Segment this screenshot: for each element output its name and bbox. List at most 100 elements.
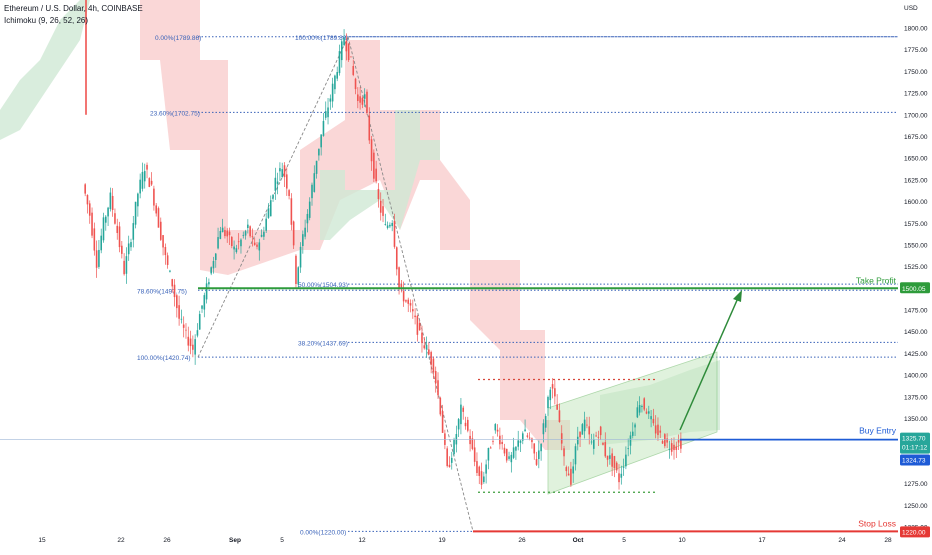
candle-body (464, 422, 467, 427)
candle-body (384, 224, 387, 225)
candle-body (253, 242, 256, 245)
candle-body (593, 439, 595, 449)
candle-body (402, 291, 405, 302)
x-tick-label: 24 (838, 537, 846, 544)
candle-body (549, 389, 552, 401)
candle-body (499, 435, 501, 445)
y-tick-label: 1375.00 (904, 394, 928, 401)
y-tick-label: 1750.00 (904, 69, 928, 76)
candle-body (373, 152, 375, 179)
candle-body (485, 464, 487, 474)
candle-body (469, 435, 471, 445)
candle-body (318, 148, 320, 156)
candle-body (290, 198, 293, 225)
candle-body (260, 234, 263, 237)
candle-body (86, 195, 89, 205)
candle-body (650, 416, 652, 420)
candle-body (581, 424, 584, 435)
x-tick-label: 17 (758, 537, 766, 544)
candle-body (648, 411, 650, 414)
candle-body (565, 467, 568, 472)
fib-level-label: 23.60%(1702.75) (150, 110, 200, 117)
candle-body (205, 283, 208, 300)
candle-body (320, 134, 322, 148)
x-tick-label: 26 (163, 537, 171, 544)
candle-body (423, 345, 426, 349)
buy-entry-label: Buy Entry (859, 426, 897, 436)
candle-body (412, 309, 414, 312)
take-profit-label: Take Profit (856, 275, 897, 285)
candle-body (386, 225, 389, 228)
candle-body (164, 246, 167, 256)
candle-body (441, 411, 444, 433)
candle-body (265, 218, 267, 231)
candle-body (302, 234, 304, 246)
candle-body (196, 330, 199, 336)
candle-body (418, 323, 421, 331)
candle-body (556, 404, 558, 410)
candle-body (123, 260, 125, 275)
candle-body (407, 299, 410, 304)
candle-body (375, 168, 377, 182)
candle-body (453, 439, 455, 455)
candle-body (489, 447, 492, 449)
candle-body (531, 438, 533, 443)
x-tick-label: 26 (518, 537, 526, 544)
candle-body (345, 41, 348, 52)
candle-body (322, 121, 325, 136)
candle-body (538, 450, 540, 460)
candle-body (544, 416, 547, 428)
y-tick-label: 1350.00 (904, 416, 928, 423)
candle-body (233, 246, 235, 250)
candle-body (567, 473, 570, 476)
candle-body (178, 305, 180, 319)
candle-body (517, 440, 520, 447)
candle-body (231, 236, 233, 247)
candle-body (480, 471, 483, 485)
candle-body (297, 267, 300, 285)
candle-body (366, 91, 368, 113)
candle-body (91, 212, 93, 236)
symbol-title: Ethereum / U.S. Dollar, 4h, COINBASE (4, 4, 143, 13)
candle-body (256, 244, 258, 247)
candle-body (535, 459, 538, 465)
candle-body (558, 410, 561, 422)
candle-body (625, 454, 627, 467)
fib-level-label: 78.60%(1497.75) (137, 288, 187, 295)
candle-body (604, 442, 607, 457)
candle-body (324, 111, 327, 118)
candle-body (455, 434, 458, 445)
candle-body (391, 222, 393, 227)
candle-body (382, 206, 384, 216)
candle-body (210, 267, 212, 274)
ichimoku-cloud-red (140, 0, 570, 450)
projection-arrow-head (733, 290, 742, 302)
candle-body (528, 437, 531, 439)
candle-body (508, 456, 510, 459)
y-tick-label: 1450.00 (904, 329, 928, 336)
y-tick-label: 1275.00 (904, 481, 928, 488)
candle-body (361, 97, 364, 105)
y-tick-label: 1550.00 (904, 242, 928, 249)
candle-body (570, 468, 572, 485)
candle-body (137, 193, 139, 207)
candle-body (150, 180, 153, 185)
candle-body (247, 224, 249, 228)
candle-body (224, 230, 226, 237)
candle-body (102, 217, 105, 241)
candle-body (242, 234, 245, 236)
candle-body (476, 461, 478, 473)
candle-body (409, 303, 412, 306)
candle-body (450, 457, 453, 463)
candle-body (496, 429, 499, 432)
candle-body (659, 430, 662, 433)
candle-body (606, 455, 609, 460)
candle-body (153, 188, 155, 206)
current-price-tag (900, 432, 930, 454)
candle-body (434, 371, 437, 384)
candle-body (221, 227, 224, 233)
candle-body (98, 249, 100, 267)
x-tick-label: 28 (884, 537, 892, 544)
